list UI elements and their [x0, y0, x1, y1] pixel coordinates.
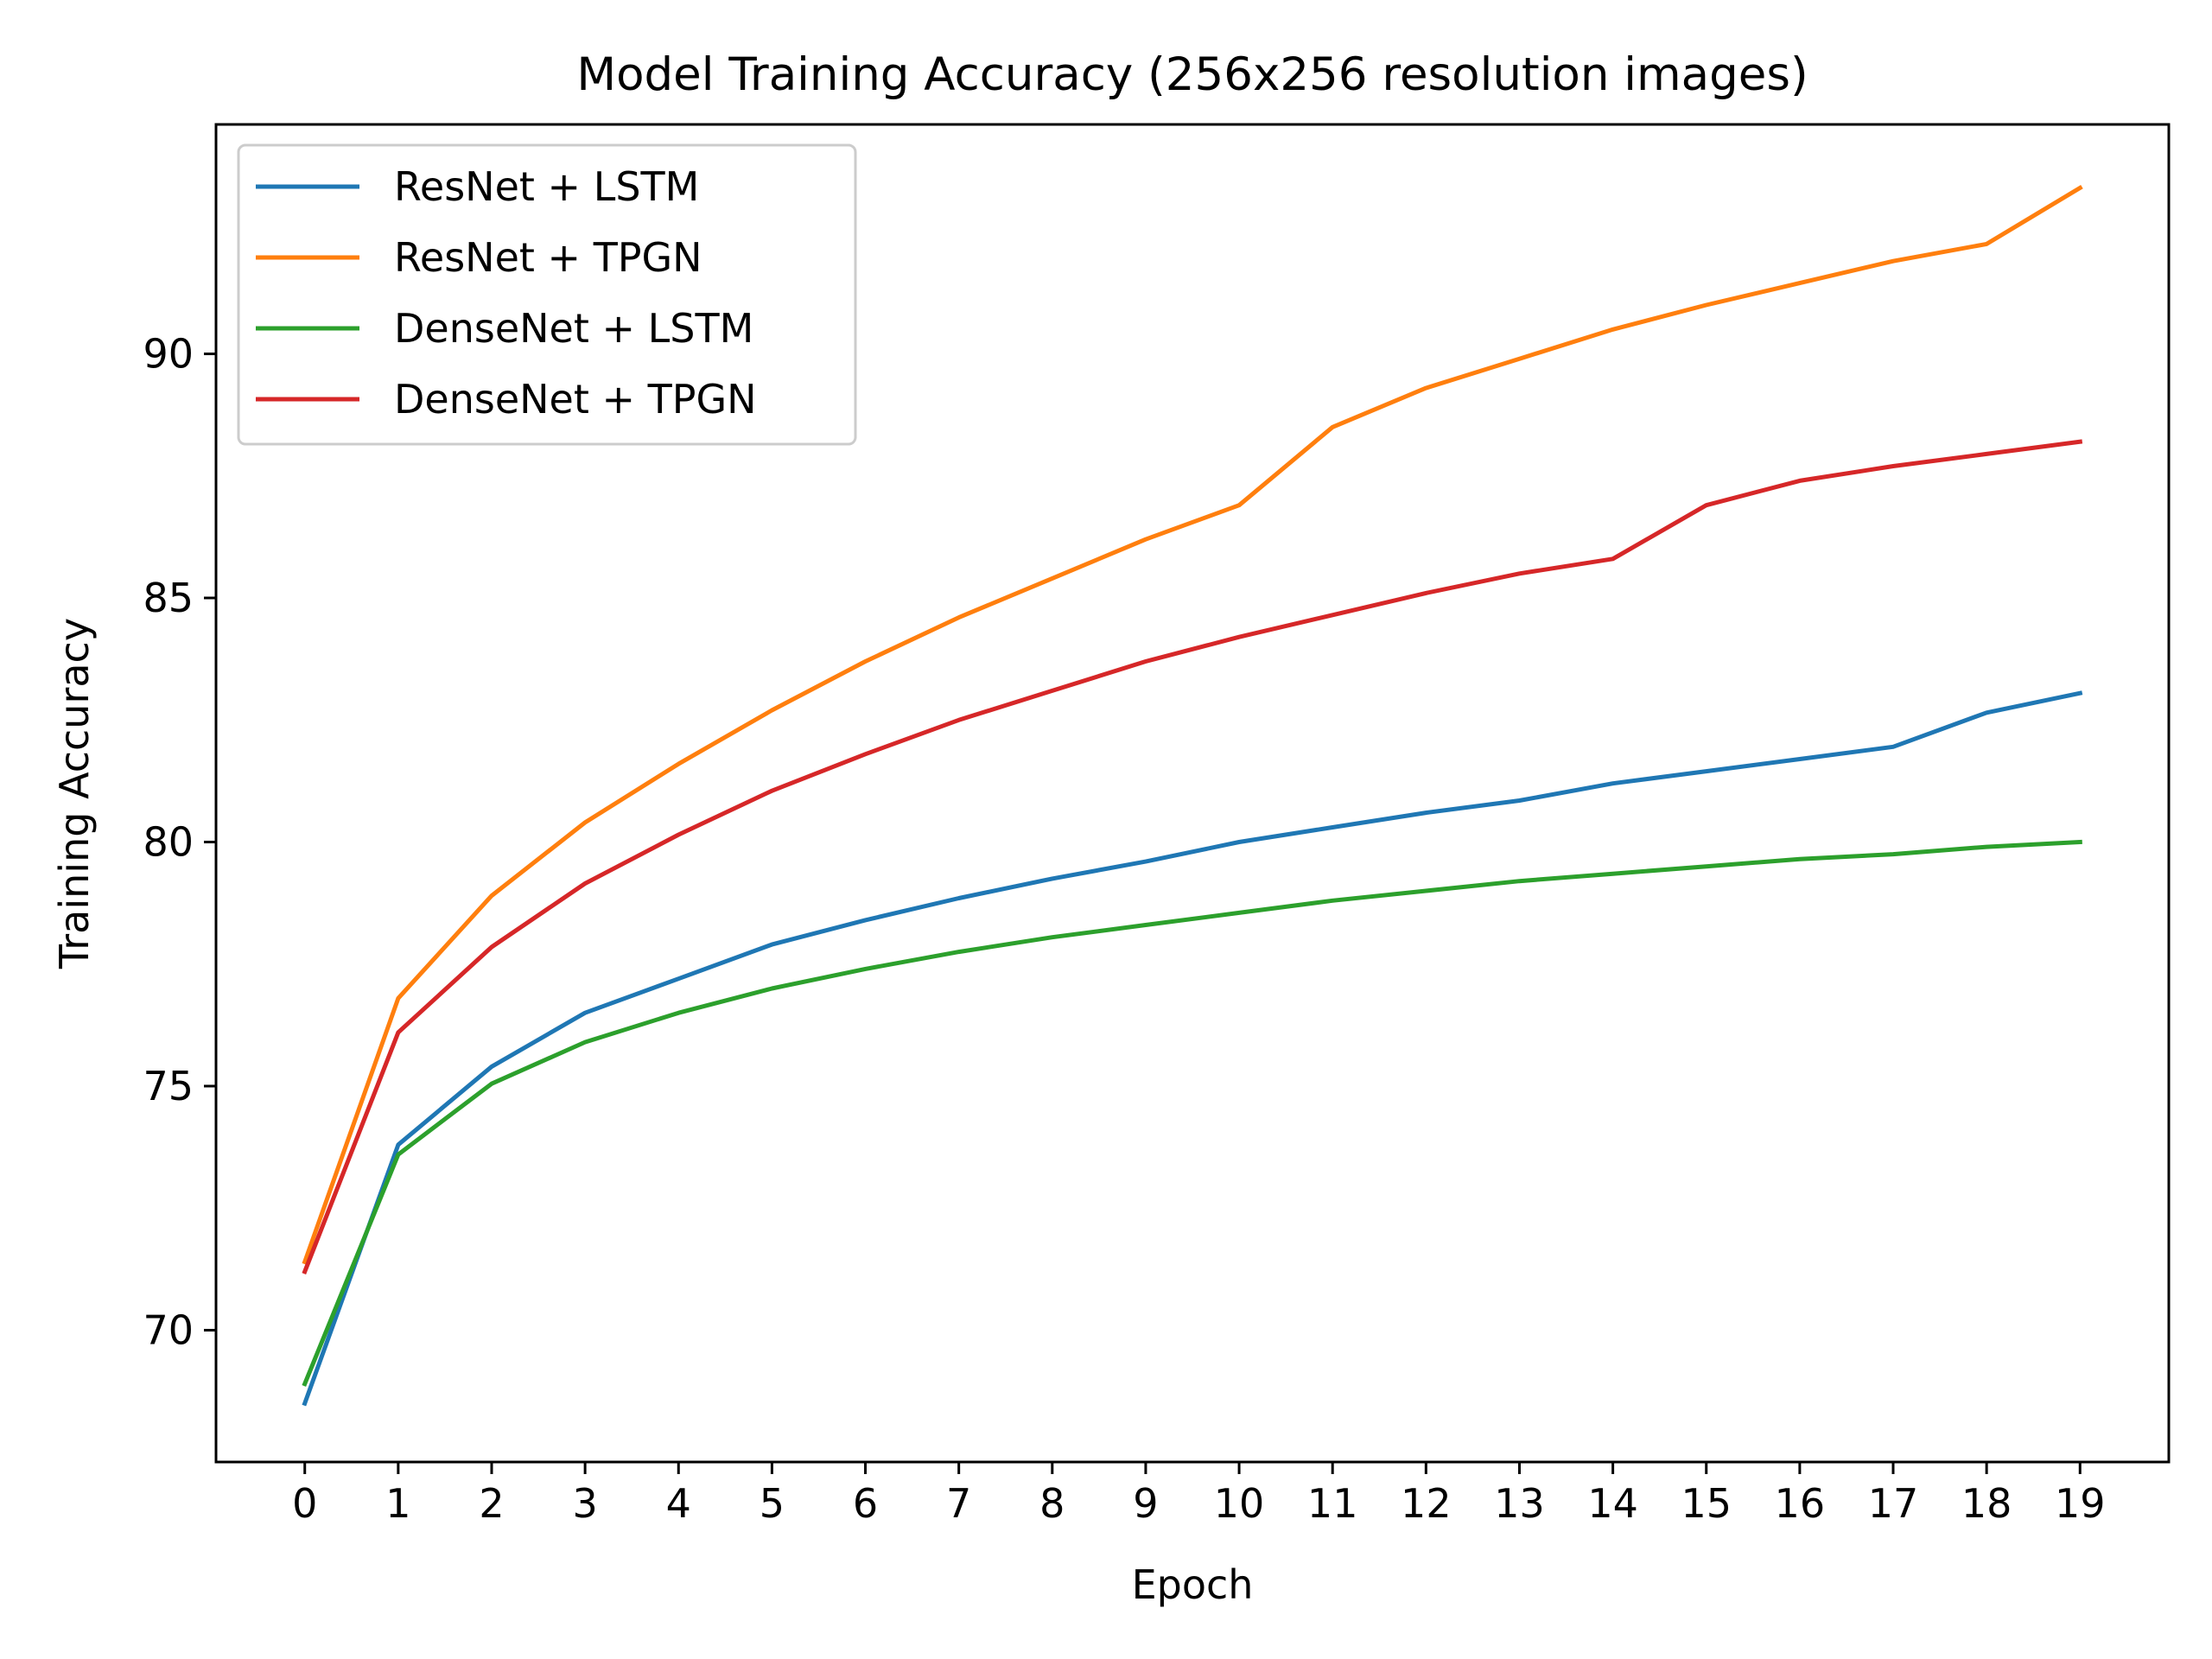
y-axis-ticks: 70 75 80 85 90	[143, 331, 216, 1353]
x-tick-label: 9	[1133, 1480, 1158, 1527]
x-tick-label: 15	[1681, 1480, 1732, 1527]
x-tick-label: 0	[292, 1480, 317, 1527]
legend-label: DenseNet + LSTM	[394, 305, 753, 352]
x-tick-label: 14	[1587, 1480, 1638, 1527]
x-tick-label: 3	[572, 1480, 597, 1527]
x-tick-label: 10	[1214, 1480, 1265, 1527]
series-line-3	[302, 439, 2083, 1274]
y-axis-label: Training Accuracy	[51, 618, 98, 969]
y-tick-label: 75	[143, 1063, 194, 1109]
legend-box	[237, 143, 857, 446]
series-line-2	[302, 839, 2082, 1387]
x-tick-label: 19	[2055, 1480, 2106, 1527]
legend-label: ResNet + TPGN	[394, 234, 702, 281]
legend-label: DenseNet + TPGN	[394, 376, 757, 423]
x-axis-label: Epoch	[1132, 1561, 1254, 1608]
x-tick-label: 6	[853, 1480, 878, 1527]
legend: ResNet + LSTM ResNet + TPGN DenseNet + LST…	[237, 143, 857, 446]
x-tick-label: 4	[666, 1480, 691, 1527]
x-tick-label: 2	[479, 1480, 504, 1527]
x-tick-label: 1	[385, 1480, 410, 1527]
plot-frame	[214, 123, 2171, 1464]
x-tick-label: 12	[1401, 1480, 1452, 1527]
x-tick-label: 7	[946, 1480, 971, 1527]
x-tick-label: 17	[1868, 1480, 1919, 1527]
x-tick-label: 16	[1775, 1480, 1826, 1527]
x-tick-label: 5	[760, 1480, 785, 1527]
y-tick-label: 80	[143, 818, 194, 865]
x-tick-label: 8	[1039, 1480, 1065, 1527]
x-tick-label: 13	[1494, 1480, 1545, 1527]
x-tick-label: 11	[1307, 1480, 1358, 1527]
x-axis-ticks: 0 1 2 3 4 5 6 7 8 9 10 11 12 13 14 15 16 17 18 19	[292, 1462, 2106, 1527]
series-line-0	[302, 690, 2083, 1407]
chart-title: Model Training Accuracy (256x256 resolut…	[576, 48, 1808, 101]
legend-label: ResNet + LSTM	[394, 163, 699, 210]
plot-lines	[302, 184, 2083, 1407]
y-tick-label: 70	[143, 1306, 194, 1353]
x-tick-label: 18	[1961, 1480, 2012, 1527]
series-line-1	[302, 184, 2083, 1265]
y-tick-label: 85	[143, 575, 194, 621]
y-tick-label: 90	[143, 331, 194, 378]
